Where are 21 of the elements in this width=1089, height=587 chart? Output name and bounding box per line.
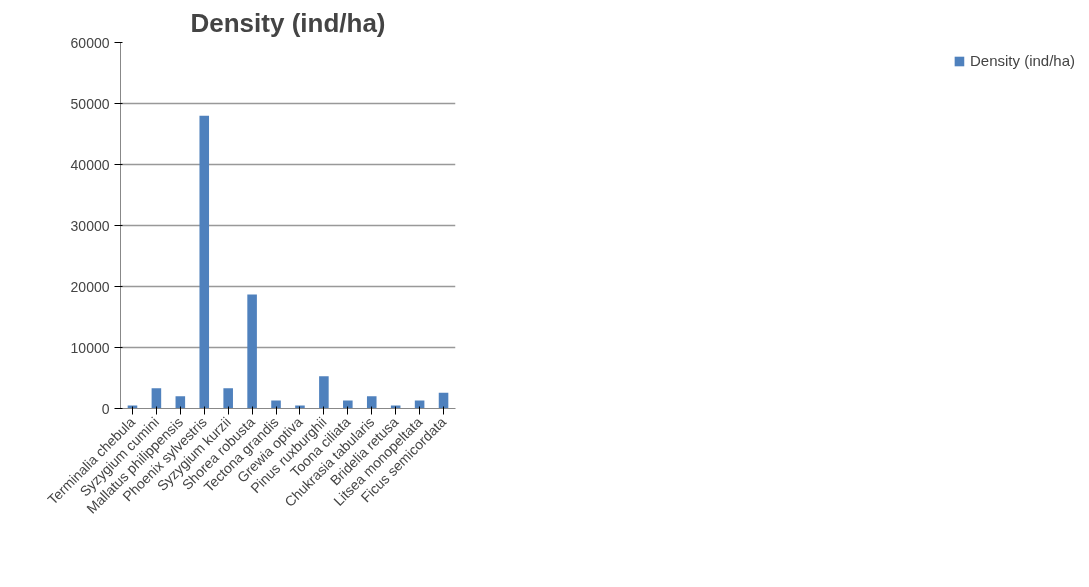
y-tick-label: 20000 [70,278,110,295]
bar [295,405,305,409]
bar [223,388,233,409]
bar [366,396,377,409]
y-tick-label: 50000 [70,95,110,112]
legend-label: Density (ind/ha) [969,52,1075,69]
bar [390,405,401,409]
bar [151,388,162,409]
chart-title: Density (ind/ha) [190,7,386,38]
bar [343,400,353,409]
bar [127,405,138,409]
bar [271,400,281,409]
y-tick-label: 10000 [70,339,110,356]
y-tick-label: 40000 [70,156,110,173]
y-tick-label: 0 [101,400,110,417]
y-tick-label: 30000 [70,217,110,234]
bar [199,115,210,409]
bar [319,376,329,409]
bar [247,294,257,409]
y-tick-label: 60000 [70,34,110,51]
bar [175,396,186,409]
